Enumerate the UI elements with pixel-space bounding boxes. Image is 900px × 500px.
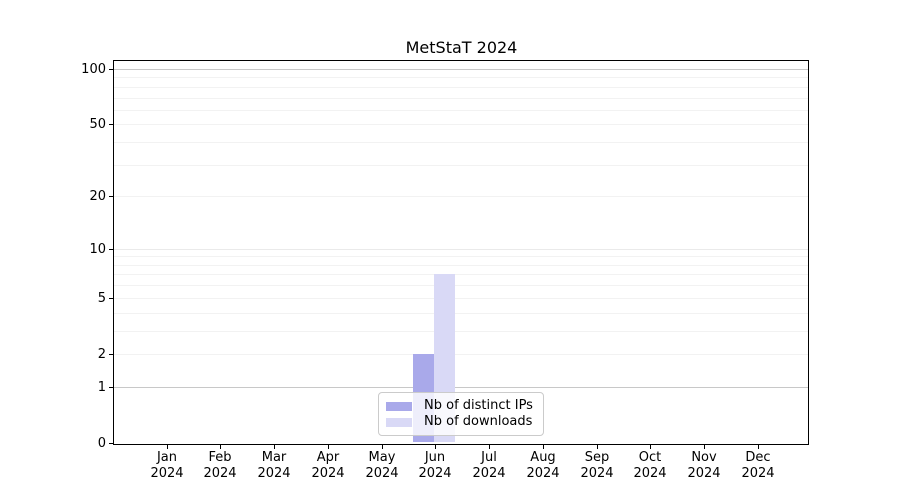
x-axis-label-aug: Aug 2024 bbox=[511, 450, 575, 482]
x-axis-label-month: Feb bbox=[208, 450, 232, 465]
chart-title: MetStaT 2024 bbox=[405, 38, 518, 57]
gridline-y-20 bbox=[114, 196, 808, 197]
gridline-y-2 bbox=[114, 354, 808, 355]
y-axis-tick-20 bbox=[109, 196, 113, 197]
x-axis-label-year: 2024 bbox=[257, 466, 291, 481]
x-axis-label-month: Jan bbox=[156, 450, 178, 465]
y-axis-tick-50 bbox=[109, 124, 113, 125]
legend-swatch-distinct-ips-icon bbox=[386, 401, 412, 411]
legend-item-downloads: Nb of downloads bbox=[386, 414, 533, 430]
legend-swatch-downloads-icon bbox=[386, 417, 412, 427]
x-axis-label-month: Oct bbox=[638, 450, 662, 465]
x-axis-label-dec: Dec 2024 bbox=[726, 450, 790, 482]
gridline-y-90 bbox=[114, 77, 808, 78]
y-axis-label-0: 0 bbox=[97, 436, 106, 451]
x-axis-label-sep: Sep 2024 bbox=[565, 450, 629, 482]
x-axis-label-jun: Jun 2024 bbox=[403, 450, 467, 482]
x-axis-label-mar: Mar 2024 bbox=[242, 450, 306, 482]
y-axis-label-5: 5 bbox=[97, 291, 106, 306]
x-axis-tick-jan bbox=[167, 445, 168, 449]
x-axis-tick-dec bbox=[758, 445, 759, 449]
legend: Nb of distinct IPs Nb of downloads bbox=[378, 392, 544, 436]
gridline-y-50 bbox=[114, 124, 808, 125]
y-axis-tick-1 bbox=[109, 387, 113, 388]
y-axis-label-1: 1 bbox=[97, 380, 106, 395]
x-axis-label-year: 2024 bbox=[365, 466, 399, 481]
legend-label-downloads: Nb of downloads bbox=[424, 414, 533, 429]
x-axis-tick-jul bbox=[489, 445, 490, 449]
gridline-y-6 bbox=[114, 285, 808, 286]
y-axis-label-10: 10 bbox=[89, 242, 106, 257]
y-axis-label-100: 100 bbox=[81, 62, 106, 77]
y-axis-tick-0 bbox=[109, 443, 113, 444]
gridline-y-10 bbox=[114, 249, 808, 250]
x-axis-label-year: 2024 bbox=[580, 466, 614, 481]
x-axis-label-oct: Oct 2024 bbox=[618, 450, 682, 482]
gridline-y-4 bbox=[114, 313, 808, 314]
x-axis-label-jul: Jul 2024 bbox=[457, 450, 521, 482]
x-axis-label-may: May 2024 bbox=[350, 450, 414, 482]
gridline-y-3 bbox=[114, 331, 808, 332]
gridline-y-30 bbox=[114, 165, 808, 166]
gridline-y-70 bbox=[114, 98, 808, 99]
x-axis-label-month: Apr bbox=[316, 450, 340, 465]
gridline-y-8 bbox=[114, 265, 808, 266]
x-axis-label-month: Mar bbox=[261, 450, 287, 465]
y-axis-label-50: 50 bbox=[89, 117, 106, 132]
plot-area bbox=[113, 60, 809, 445]
x-axis-tick-aug bbox=[543, 445, 544, 449]
x-axis-label-year: 2024 bbox=[526, 466, 560, 481]
y-axis-tick-100 bbox=[109, 69, 113, 70]
x-axis-tick-jun bbox=[435, 445, 436, 449]
x-axis-label-apr: Apr 2024 bbox=[296, 450, 360, 482]
gridline-y-1 bbox=[114, 387, 808, 388]
y-axis-label-2: 2 bbox=[97, 347, 106, 362]
x-axis-label-month: Jul bbox=[481, 450, 497, 465]
x-axis-label-year: 2024 bbox=[203, 466, 237, 481]
x-axis-label-year: 2024 bbox=[741, 466, 775, 481]
x-axis-label-feb: Feb 2024 bbox=[188, 450, 252, 482]
x-axis-tick-may bbox=[382, 445, 383, 449]
x-axis-label-nov: Nov 2024 bbox=[672, 450, 736, 482]
x-axis-label-year: 2024 bbox=[633, 466, 667, 481]
x-axis-label-month: Sep bbox=[584, 450, 610, 465]
x-axis-tick-apr bbox=[328, 445, 329, 449]
x-axis-tick-mar bbox=[274, 445, 275, 449]
y-axis-label-20: 20 bbox=[89, 189, 106, 204]
x-axis-tick-sep bbox=[597, 445, 598, 449]
gridline-y-40 bbox=[114, 142, 808, 143]
y-axis-tick-5 bbox=[109, 298, 113, 299]
x-axis-label-year: 2024 bbox=[472, 466, 506, 481]
x-axis-label-year: 2024 bbox=[150, 466, 184, 481]
x-axis-label-year: 2024 bbox=[687, 466, 721, 481]
legend-item-distinct-ips: Nb of distinct IPs bbox=[386, 398, 533, 414]
x-axis-tick-feb bbox=[220, 445, 221, 449]
x-axis-label-month: Nov bbox=[691, 450, 717, 465]
y-axis-tick-2 bbox=[109, 354, 113, 355]
x-axis-label-year: 2024 bbox=[418, 466, 452, 481]
x-axis-label-month: Jun bbox=[424, 450, 446, 465]
x-axis-label-month: Dec bbox=[745, 450, 771, 465]
gridline-y-60 bbox=[114, 110, 808, 111]
gridline-y-80 bbox=[114, 87, 808, 88]
x-axis-tick-nov bbox=[704, 445, 705, 449]
gridline-y-100 bbox=[114, 69, 808, 70]
gridline-y-5 bbox=[114, 298, 808, 299]
x-axis-label-year: 2024 bbox=[311, 466, 345, 481]
gridline-y-9 bbox=[114, 256, 808, 257]
x-axis-label-month: Aug bbox=[530, 450, 556, 465]
x-axis-tick-oct bbox=[650, 445, 651, 449]
legend-label-distinct-ips: Nb of distinct IPs bbox=[424, 398, 533, 413]
x-axis-label-month: May bbox=[368, 450, 396, 465]
y-axis-tick-10 bbox=[109, 249, 113, 250]
gridline-y-7 bbox=[114, 274, 808, 275]
x-axis-label-jan: Jan 2024 bbox=[135, 450, 199, 482]
